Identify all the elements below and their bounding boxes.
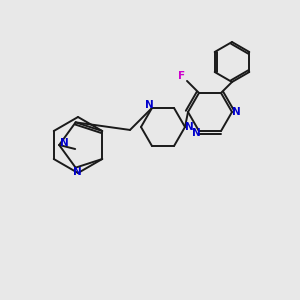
Text: N: N	[60, 138, 68, 148]
Text: N: N	[232, 107, 240, 117]
Text: N: N	[145, 100, 153, 110]
Text: N: N	[73, 167, 82, 177]
Text: N: N	[192, 128, 200, 138]
Text: N: N	[184, 122, 194, 132]
Text: F: F	[178, 71, 186, 81]
